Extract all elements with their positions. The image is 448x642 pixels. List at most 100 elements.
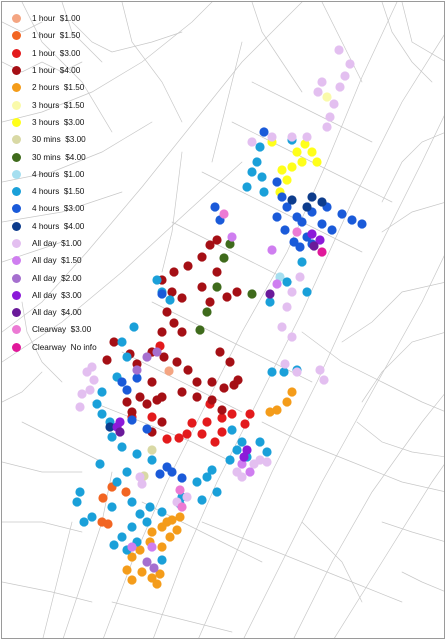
parking-marker[interactable] [159, 352, 169, 362]
parking-marker[interactable] [247, 167, 257, 177]
parking-marker[interactable] [282, 302, 292, 312]
parking-marker[interactable] [292, 227, 302, 237]
parking-marker[interactable] [242, 445, 252, 455]
parking-marker[interactable] [132, 449, 142, 459]
parking-marker[interactable] [115, 427, 125, 437]
parking-marker[interactable] [87, 512, 97, 522]
parking-marker[interactable] [307, 192, 317, 202]
parking-marker[interactable] [267, 245, 277, 255]
parking-marker[interactable] [280, 359, 290, 369]
parking-marker[interactable] [247, 137, 257, 147]
parking-marker[interactable] [157, 507, 167, 517]
parking-marker[interactable] [105, 422, 115, 432]
parking-marker[interactable] [227, 232, 237, 242]
parking-marker[interactable] [152, 579, 162, 589]
parking-marker[interactable] [177, 327, 187, 337]
parking-marker[interactable] [165, 295, 175, 305]
parking-marker[interactable] [121, 487, 131, 497]
parking-marker[interactable] [279, 367, 289, 377]
parking-marker[interactable] [245, 467, 255, 477]
parking-marker[interactable] [177, 387, 187, 397]
parking-marker[interactable] [227, 409, 237, 419]
parking-marker[interactable] [175, 512, 185, 522]
parking-marker[interactable] [207, 465, 217, 475]
parking-marker[interactable] [202, 307, 212, 317]
parking-marker[interactable] [202, 472, 212, 482]
parking-marker[interactable] [75, 402, 85, 412]
parking-marker[interactable] [127, 497, 137, 507]
parking-marker[interactable] [157, 555, 167, 565]
parking-marker[interactable] [337, 209, 347, 219]
parking-marker[interactable] [192, 477, 202, 487]
parking-marker[interactable] [127, 407, 137, 417]
parking-marker[interactable] [347, 215, 357, 225]
parking-marker[interactable] [169, 318, 179, 328]
parking-marker[interactable] [112, 477, 122, 487]
parking-marker[interactable] [312, 157, 322, 167]
parking-marker[interactable] [302, 132, 312, 142]
parking-marker[interactable] [122, 385, 132, 395]
parking-marker[interactable] [292, 367, 302, 377]
parking-marker[interactable] [197, 282, 207, 292]
parking-marker[interactable] [240, 419, 250, 429]
parking-marker[interactable] [95, 459, 105, 469]
parking-marker[interactable] [145, 502, 155, 512]
parking-marker[interactable] [135, 509, 145, 519]
parking-marker[interactable] [317, 247, 327, 257]
parking-marker[interactable] [219, 383, 229, 393]
parking-marker[interactable] [265, 407, 275, 417]
parking-marker[interactable] [147, 527, 157, 537]
parking-marker[interactable] [237, 437, 247, 447]
parking-marker[interactable] [297, 157, 307, 167]
parking-marker[interactable] [117, 377, 127, 387]
parking-marker[interactable] [142, 557, 152, 567]
parking-marker[interactable] [107, 432, 117, 442]
parking-marker[interactable] [117, 337, 127, 347]
parking-marker[interactable] [307, 147, 317, 157]
parking-marker[interactable] [287, 162, 297, 172]
parking-marker[interactable] [169, 267, 179, 277]
parking-marker[interactable] [212, 235, 222, 245]
parking-marker[interactable] [115, 417, 125, 427]
parking-marker[interactable] [322, 92, 332, 102]
parking-marker[interactable] [75, 487, 85, 497]
parking-marker[interactable] [210, 437, 220, 447]
parking-marker[interactable] [212, 282, 222, 292]
parking-marker[interactable] [177, 293, 187, 303]
parking-marker[interactable] [142, 399, 152, 409]
parking-marker[interactable] [127, 542, 137, 552]
parking-marker[interactable] [232, 445, 242, 455]
parking-marker[interactable] [249, 459, 259, 469]
parking-marker[interactable] [117, 442, 127, 452]
parking-marker[interactable] [107, 502, 117, 512]
parking-marker[interactable] [122, 397, 132, 407]
parking-marker[interactable] [142, 517, 152, 527]
parking-marker[interactable] [295, 242, 305, 252]
parking-marker[interactable] [292, 212, 302, 222]
parking-marker[interactable] [172, 525, 182, 535]
parking-marker[interactable] [225, 239, 235, 249]
parking-marker[interactable] [267, 367, 277, 377]
parking-marker[interactable] [272, 279, 282, 289]
parking-marker[interactable] [162, 434, 172, 444]
parking-marker[interactable] [217, 413, 227, 423]
parking-marker[interactable] [183, 365, 193, 375]
parking-marker[interactable] [237, 459, 247, 469]
parking-marker[interactable] [282, 175, 292, 185]
parking-marker[interactable] [215, 347, 225, 357]
parking-marker[interactable] [210, 202, 220, 212]
parking-marker[interactable] [164, 366, 174, 376]
parking-marker[interactable] [82, 367, 92, 377]
parking-marker[interactable] [127, 575, 137, 585]
parking-marker[interactable] [300, 139, 310, 149]
parking-marker[interactable] [157, 417, 167, 427]
parking-marker[interactable] [217, 405, 227, 415]
parking-marker[interactable] [287, 195, 297, 205]
parking-marker[interactable] [117, 532, 127, 542]
parking-marker[interactable] [272, 405, 282, 415]
parking-marker[interactable] [265, 297, 275, 307]
parking-marker[interactable] [317, 197, 327, 207]
parking-marker[interactable] [315, 235, 325, 245]
parking-marker[interactable] [127, 415, 137, 425]
parking-marker[interactable] [152, 347, 162, 357]
